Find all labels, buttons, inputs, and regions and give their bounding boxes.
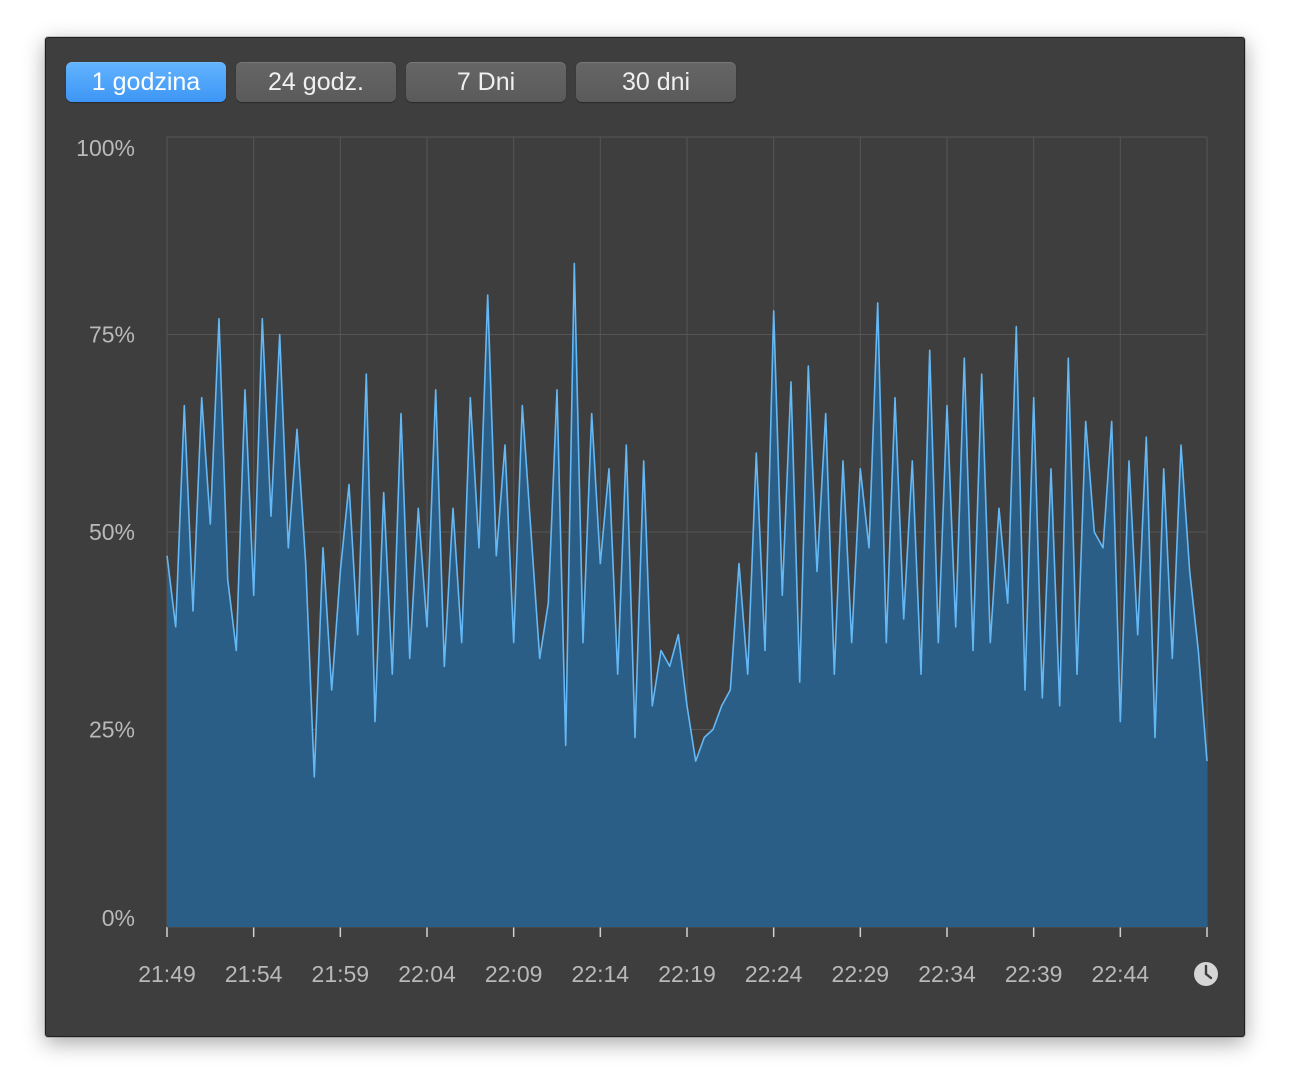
usage-chart: 0% 25% 50% 75% 100% 21:49 21:54 21:59 22:04 22:0… [76,135,1218,987]
tab-7-days[interactable]: 7 Dni [406,62,566,102]
tab-1-hour[interactable]: 1 godzina [66,62,226,102]
x-axis-labels: 21:49 21:54 21:59 22:04 22:09 22:14 22:19 22:24… [138,961,1149,987]
x-tick-label: 22:19 [658,961,716,987]
x-tick-label: 22:04 [398,961,456,987]
chart-series [166,262,1208,927]
x-tick-label: 22:29 [832,961,890,987]
usage-area [167,263,1207,927]
x-tick-label: 22:34 [918,961,976,987]
x-tick-label: 21:59 [312,961,370,987]
x-tick-label: 22:09 [485,961,543,987]
y-tick-label: 25% [89,717,135,743]
clock-icon[interactable] [1194,962,1218,986]
x-tick-label: 22:14 [572,961,630,987]
y-tick-label: 100% [76,135,135,161]
y-tick-label: 50% [89,519,135,545]
tab-30-days[interactable]: 30 dni [576,62,736,102]
x-tick-label: 21:49 [138,961,196,987]
tab-24-hours[interactable]: 24 godz. [236,62,396,102]
period-tabs: 1 godzina 24 godz. 7 Dni 30 dni [66,62,736,102]
y-tick-label: 0% [102,905,135,931]
y-tick-label: 75% [89,322,135,348]
cpu-history-window: 1 godzina 24 godz. 7 Dni 30 dni 0% 25% 50%… [45,37,1245,1037]
y-axis-labels: 0% 25% 50% 75% 100% [76,135,135,931]
x-tick-label: 22:39 [1005,961,1063,987]
x-tick-label: 22:24 [745,961,803,987]
usage-line [166,262,1208,778]
x-tick-label: 21:54 [225,961,283,987]
x-tick-label: 22:44 [1092,961,1150,987]
